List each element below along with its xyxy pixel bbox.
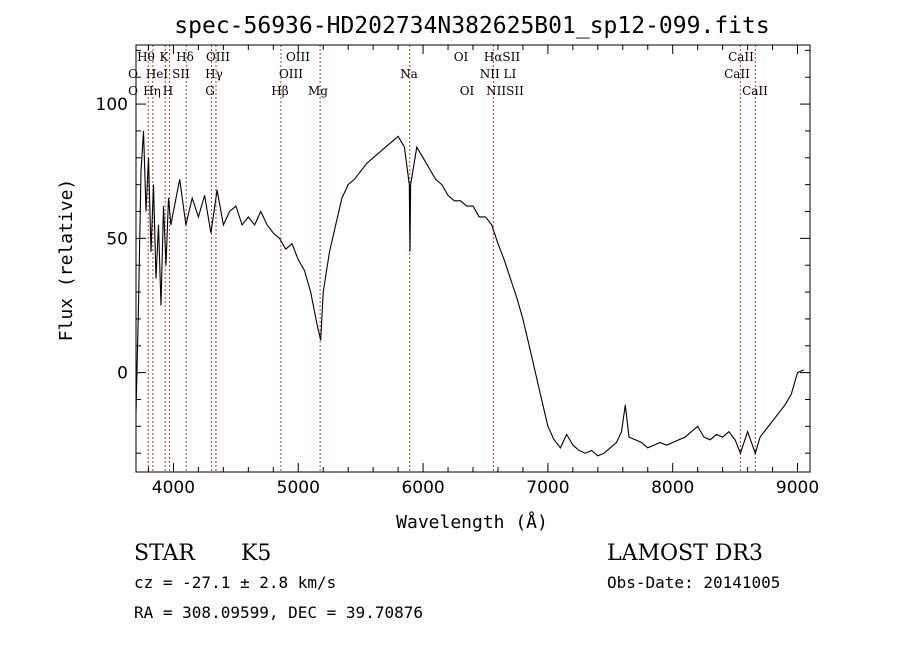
x-tick-label-1: 5000 (277, 478, 320, 498)
line-label-row1-5: OI (454, 50, 469, 64)
object-class: STAR (134, 541, 196, 566)
x-axis-label: Wavelength (Å) (396, 511, 548, 533)
y-axis-ticks: 0 50 100 (96, 49, 810, 454)
y-tick-label-1: 50 (106, 229, 128, 249)
line-label-row3-8: CaII (742, 84, 768, 98)
spectrum-series-line (135, 130, 805, 457)
line-label-row1-7: CaII (728, 50, 754, 64)
line-label-row1-0: Hθ (137, 50, 155, 64)
spectral-line-markers (147, 45, 756, 472)
coordinates: RA = 308.09599, DEC = 39.70876 (134, 603, 423, 622)
line-label-row3-2: H (163, 84, 173, 98)
line-label-row3-6: OI (460, 84, 475, 98)
line-label-row2-0: O (128, 67, 138, 81)
line-label-row2-7: CaII (724, 67, 750, 81)
y-tick-label-0: 0 (117, 364, 128, 384)
redshift-velocity: cz = -27.1 ± 2.8 km/s (134, 573, 336, 592)
chart-title: spec-56936-HD202734N382625B01_sp12-099.f… (174, 13, 769, 39)
observation-date: Obs-Date: 20141005 (607, 573, 780, 592)
x-tick-label-2: 6000 (401, 478, 444, 498)
line-label-row3-4: Hβ (271, 84, 288, 98)
line-label-row1-2: Hδ (176, 50, 194, 64)
line-label-row2-6: NII LI (480, 67, 517, 81)
line-label-row1-1: K (160, 50, 170, 64)
line-label-row3-0: O (128, 84, 138, 98)
object-subclass: K5 (241, 541, 271, 566)
line-label-row1-4: OIII (286, 50, 310, 64)
line-label-row3-5: Mg (308, 84, 328, 98)
plot-frame (135, 44, 811, 473)
y-tick-label-2: 100 (96, 95, 128, 115)
line-label-row3-3: G (205, 84, 215, 98)
spectral-line-labels: Hθ K Hδ OIII OIII OI HαSII CaII O HeI SII Hγ OIII Na N… (128, 50, 768, 98)
x-tick-label-5: 9000 (776, 478, 819, 498)
line-label-row1-3: OIII (206, 50, 230, 64)
x-tick-label-0: 4000 (152, 478, 195, 498)
x-axis-ticks: 4000 5000 6000 7000 8000 9000 (147, 45, 819, 498)
y-axis-label: Flux (relative) (56, 179, 77, 342)
x-tick-label-4: 8000 (651, 478, 694, 498)
line-label-row2-3: Hγ (205, 67, 223, 81)
line-label-row3-7: NIISII (486, 84, 524, 98)
line-label-row3-1: Hη (143, 84, 161, 98)
survey-name: LAMOST DR3 (607, 541, 763, 566)
line-label-row2-5: Na (400, 67, 418, 81)
line-label-row2-1: HeI (146, 67, 169, 81)
x-tick-label-3: 7000 (526, 478, 569, 498)
line-label-row1-6: HαSII (484, 50, 521, 64)
line-label-row2-2: SII (172, 67, 190, 81)
line-label-row2-4: OIII (279, 67, 303, 81)
